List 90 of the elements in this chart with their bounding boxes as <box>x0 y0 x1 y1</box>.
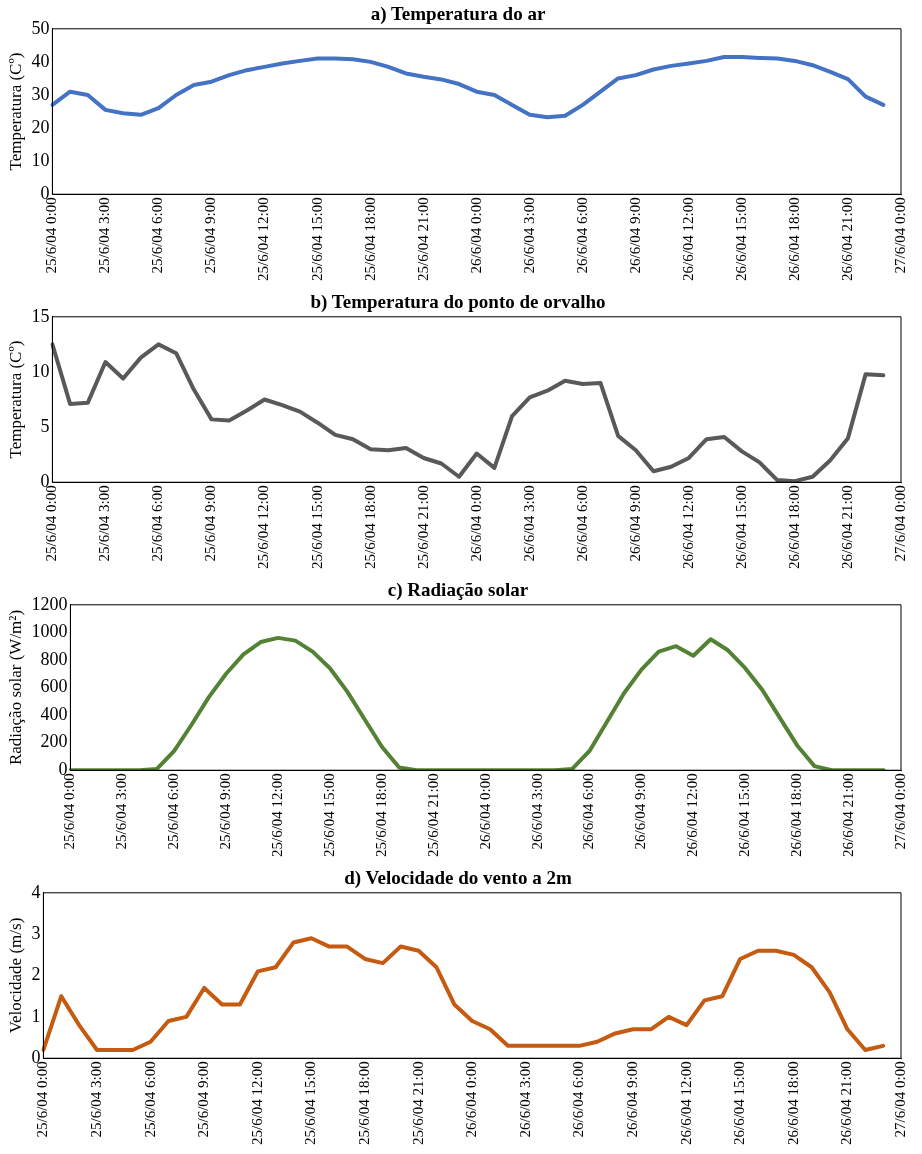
x-tick-label: 26/6/04 18:00 <box>788 773 805 858</box>
x-tick-label: 25/6/04 15:00 <box>308 197 325 282</box>
x-tick-label: 26/6/04 9:00 <box>626 485 643 562</box>
x-tick-label: 25/6/04 12:00 <box>248 1061 265 1146</box>
x-tick-label: 25/6/04 9:00 <box>195 1061 212 1138</box>
x-tick-label: 26/6/04 0:00 <box>467 485 484 562</box>
x-tick-label: 25/6/04 3:00 <box>96 197 113 274</box>
x-tick-label: 27/6/04 0:00 <box>891 773 908 850</box>
x-tick-label: 25/6/04 18:00 <box>355 1061 372 1146</box>
x-tick-label: 26/6/04 9:00 <box>632 773 649 850</box>
x-tick-label: 26/6/04 12:00 <box>684 773 701 858</box>
x-tick-label: 26/6/04 3:00 <box>528 773 545 850</box>
x-tick-label: 26/6/04 6:00 <box>573 485 590 562</box>
x-tick-label: 25/6/04 3:00 <box>113 773 130 850</box>
y-tick-label: 800 <box>40 648 68 669</box>
x-tick-label: 25/6/04 18:00 <box>361 485 378 570</box>
x-tick-label: 25/6/04 9:00 <box>217 773 234 850</box>
x-tick-label: 25/6/04 21:00 <box>409 1061 426 1146</box>
y-tick-label: 10 <box>31 360 50 381</box>
x-tick-label: 26/6/04 15:00 <box>731 1061 748 1146</box>
x-tick-label: 25/6/04 9:00 <box>202 197 219 274</box>
chart-title: c) Radiação solar <box>387 579 529 602</box>
x-tick-label: 25/6/04 18:00 <box>361 197 378 282</box>
x-tick-label: 25/6/04 18:00 <box>372 773 389 858</box>
x-tick-label: 26/6/04 15:00 <box>732 197 749 282</box>
y-tick-label: 10 <box>31 149 50 170</box>
x-tick-label: 25/6/04 12:00 <box>268 773 285 858</box>
y-tick-label: 3 <box>31 922 41 943</box>
x-tick-label: 25/6/04 9:00 <box>202 485 219 562</box>
x-tick-label: 26/6/04 9:00 <box>626 197 643 274</box>
x-tick-label: 25/6/04 21:00 <box>414 197 431 282</box>
y-axis-title: Velocidade (m/s) <box>5 917 25 1034</box>
y-tick-label: 15 <box>31 305 50 326</box>
x-tick-label: 25/6/04 15:00 <box>308 485 325 570</box>
y-tick-label: 1200 <box>31 593 68 614</box>
x-tick-label: 26/6/04 12:00 <box>679 197 696 282</box>
x-tick-label: 26/6/04 6:00 <box>573 197 590 274</box>
x-tick-label: 25/6/04 3:00 <box>96 485 113 562</box>
y-axis-title: Temperatura (Cº) <box>5 340 25 459</box>
x-tick-label: 26/6/04 18:00 <box>785 485 802 570</box>
y-tick-label: 30 <box>31 83 50 104</box>
x-tick-label: 26/6/04 6:00 <box>570 1061 587 1138</box>
chart-title: b) Temperatura do ponto de orvalho <box>310 291 606 314</box>
y-tick-label: 20 <box>31 116 50 137</box>
y-tick-label: 400 <box>40 703 68 724</box>
x-tick-label: 25/6/04 6:00 <box>165 773 182 850</box>
x-tick-label: 26/6/04 0:00 <box>467 197 484 274</box>
y-tick-label: 1 <box>31 1005 41 1026</box>
x-tick-label: 26/6/04 21:00 <box>838 1061 855 1146</box>
chart-title: a) Temperatura do ar <box>370 3 546 26</box>
x-tick-label: 25/6/04 21:00 <box>414 485 431 570</box>
x-tick-label: 26/6/04 12:00 <box>679 485 696 570</box>
x-tick-label: 25/6/04 12:00 <box>255 485 272 570</box>
x-tick-label: 26/6/04 15:00 <box>736 773 753 858</box>
x-tick-label: 26/6/04 21:00 <box>838 197 855 282</box>
x-tick-label: 26/6/04 0:00 <box>463 1061 480 1138</box>
x-tick-label: 26/6/04 18:00 <box>784 1061 801 1146</box>
x-tick-label: 27/6/04 0:00 <box>891 1061 908 1138</box>
y-tick-label: 40 <box>31 50 50 71</box>
y-tick-label: 200 <box>40 731 68 752</box>
x-tick-label: 26/6/04 12:00 <box>677 1061 694 1146</box>
chart-title: d) Velocidade do vento a 2m <box>344 867 572 890</box>
x-tick-label: 25/6/04 12:00 <box>255 197 272 282</box>
x-tick-label: 25/6/04 6:00 <box>141 1061 158 1138</box>
x-tick-label: 26/6/04 15:00 <box>732 485 749 570</box>
y-axis-title: Temperatura (Cº) <box>5 52 25 171</box>
y-axis-title: Radiação solar (W/m²) <box>5 609 25 766</box>
x-tick-label: 27/6/04 0:00 <box>891 197 908 274</box>
x-tick-label: 26/6/04 3:00 <box>520 485 537 562</box>
x-tick-label: 26/6/04 0:00 <box>476 773 493 850</box>
x-tick-label: 25/6/04 21:00 <box>424 773 441 858</box>
x-tick-label: 25/6/04 15:00 <box>320 773 337 858</box>
x-tick-label: 27/6/04 0:00 <box>891 485 908 562</box>
x-tick-label: 26/6/04 6:00 <box>580 773 597 850</box>
x-tick-label: 25/6/04 6:00 <box>149 197 166 274</box>
y-tick-label: 5 <box>40 415 50 436</box>
y-tick-label: 1000 <box>31 621 68 642</box>
x-tick-label: 25/6/04 15:00 <box>302 1061 319 1146</box>
y-tick-label: 2 <box>31 964 41 985</box>
x-tick-label: 26/6/04 21:00 <box>838 485 855 570</box>
x-tick-label: 26/6/04 18:00 <box>785 197 802 282</box>
y-tick-label: 600 <box>40 676 68 697</box>
y-tick-label: 4 <box>31 881 41 902</box>
x-tick-label: 26/6/04 3:00 <box>516 1061 533 1138</box>
y-tick-label: 50 <box>31 17 50 38</box>
x-tick-label: 26/6/04 9:00 <box>623 1061 640 1138</box>
x-tick-label: 26/6/04 21:00 <box>840 773 857 858</box>
x-tick-label: 26/6/04 3:00 <box>520 197 537 274</box>
x-tick-label: 25/6/04 6:00 <box>149 485 166 562</box>
x-tick-label: 25/6/04 3:00 <box>87 1061 104 1138</box>
